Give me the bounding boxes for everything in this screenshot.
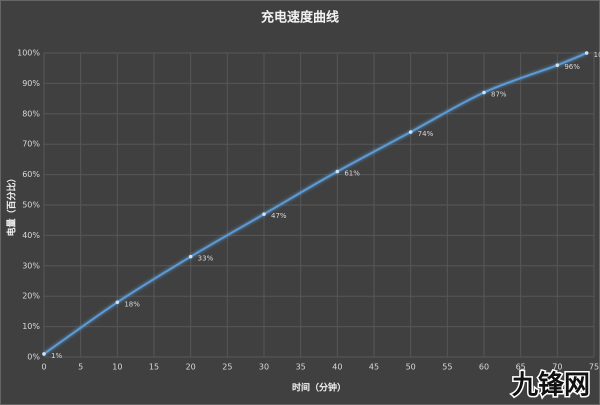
data-point [335, 169, 340, 174]
x-tick-label: 60 [479, 363, 489, 372]
data-point [42, 352, 46, 356]
x-tick-label: 30 [259, 363, 269, 372]
data-label: 87% [491, 91, 507, 99]
data-label: 74% [418, 130, 434, 138]
x-tick-label: 45 [369, 363, 379, 372]
data-label: 100% [594, 51, 600, 59]
data-point [408, 130, 413, 134]
data-point [262, 212, 266, 216]
data-point [584, 51, 589, 55]
x-tick-label: 55 [442, 363, 452, 372]
y-tick-label: 100% [17, 49, 40, 58]
x-tick-label: 25 [222, 363, 232, 372]
y-tick-label: 50% [22, 201, 40, 210]
data-point [188, 254, 193, 259]
y-tick-label: 60% [22, 170, 40, 179]
x-tick-label: 75 [589, 363, 599, 372]
data-label: 33% [198, 255, 214, 263]
x-tick-label: 0 [41, 363, 46, 372]
data-point [115, 300, 120, 305]
x-tick-label: 20 [186, 363, 196, 372]
x-tick-label: 70 [552, 363, 562, 372]
y-tick-label: 80% [22, 109, 40, 118]
data-label: 18% [124, 300, 140, 308]
y-tick-label: 20% [22, 292, 40, 301]
x-tick-label: 50 [406, 363, 416, 372]
chart-title: 充电速度曲线 [261, 10, 339, 26]
y-tick-label: 70% [22, 140, 40, 149]
y-tick-label: 10% [22, 322, 40, 331]
x-tick-label: 65 [516, 363, 526, 372]
data-label: 96% [564, 63, 580, 71]
y-tick-label: 40% [22, 231, 40, 240]
data-point [482, 90, 486, 95]
y-tick-label: 30% [22, 261, 40, 270]
data-line [43, 52, 588, 355]
x-tick-label: 5 [78, 363, 83, 372]
x-tick-label: 10 [112, 363, 122, 372]
y-tick-label: 0% [27, 353, 40, 362]
data-label: 1% [51, 352, 62, 360]
y-tick-label: 90% [22, 79, 40, 88]
x-tick-label: 35 [296, 363, 306, 372]
x-tick-label: 40 [332, 363, 342, 372]
x-tick-label: 15 [149, 363, 159, 372]
y-axis-title: 电量（百分比） [6, 173, 18, 236]
data-label: 47% [271, 212, 287, 220]
data-label: 61% [344, 170, 360, 178]
x-axis-title: 时间（分钟） [292, 382, 346, 394]
data-point [555, 63, 560, 67]
watermark: 九锋网 [511, 371, 590, 401]
